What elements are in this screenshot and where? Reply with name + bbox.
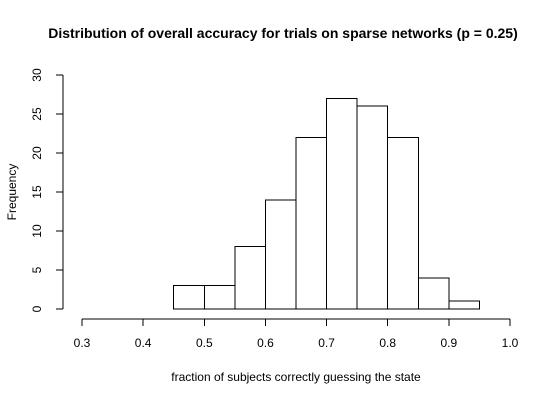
chart-title: Distribution of overall accuracy for tri… (48, 25, 518, 41)
y-tick-label-4: 15 (30, 185, 44, 199)
x-tick-label-5: 0.7 (318, 336, 335, 350)
x-tick-label-7: 0.9 (441, 336, 458, 350)
histogram-bar-2 (203, 285, 236, 310)
histogram-bar-3 (234, 246, 266, 310)
histogram-bar-6 (326, 97, 358, 310)
histogram-bar-5 (295, 136, 328, 310)
y-tick-label-5: 20 (30, 146, 44, 160)
y-tick-label-7: 30 (30, 68, 44, 82)
y-tick-label-6: 25 (30, 107, 44, 121)
x-tick-label-6: 0.8 (379, 336, 396, 350)
x-tick-label-1: 0.3 (74, 336, 91, 350)
y-tick-label-3: 10 (30, 224, 44, 238)
histogram-bar-4 (264, 199, 297, 310)
x-tick-label-8: 1.0 (502, 336, 519, 350)
histogram-bar-9 (417, 277, 450, 310)
y-tick-label-1: 0 (30, 305, 44, 312)
histogram-bar-10 (448, 300, 480, 310)
histogram-bar-8 (387, 136, 419, 310)
histogram-bar-7 (356, 105, 389, 310)
x-tick-label-3: 0.5 (196, 336, 213, 350)
x-tick-label-2: 0.4 (135, 336, 152, 350)
histogram-bar-1 (173, 285, 205, 310)
x-tick-label-4: 0.6 (257, 336, 274, 350)
x-axis: 0.3 0.4 0.5 0.6 0.7 0.8 0.9 1.0 (74, 318, 519, 350)
y-axis-label: Frequency (5, 164, 19, 221)
x-axis-label: fraction of subjects correctly guessing … (171, 370, 421, 384)
bars-group (173, 97, 480, 310)
y-tick-label-2: 5 (30, 266, 44, 273)
y-axis: 0 5 10 15 20 25 30 (30, 68, 64, 312)
